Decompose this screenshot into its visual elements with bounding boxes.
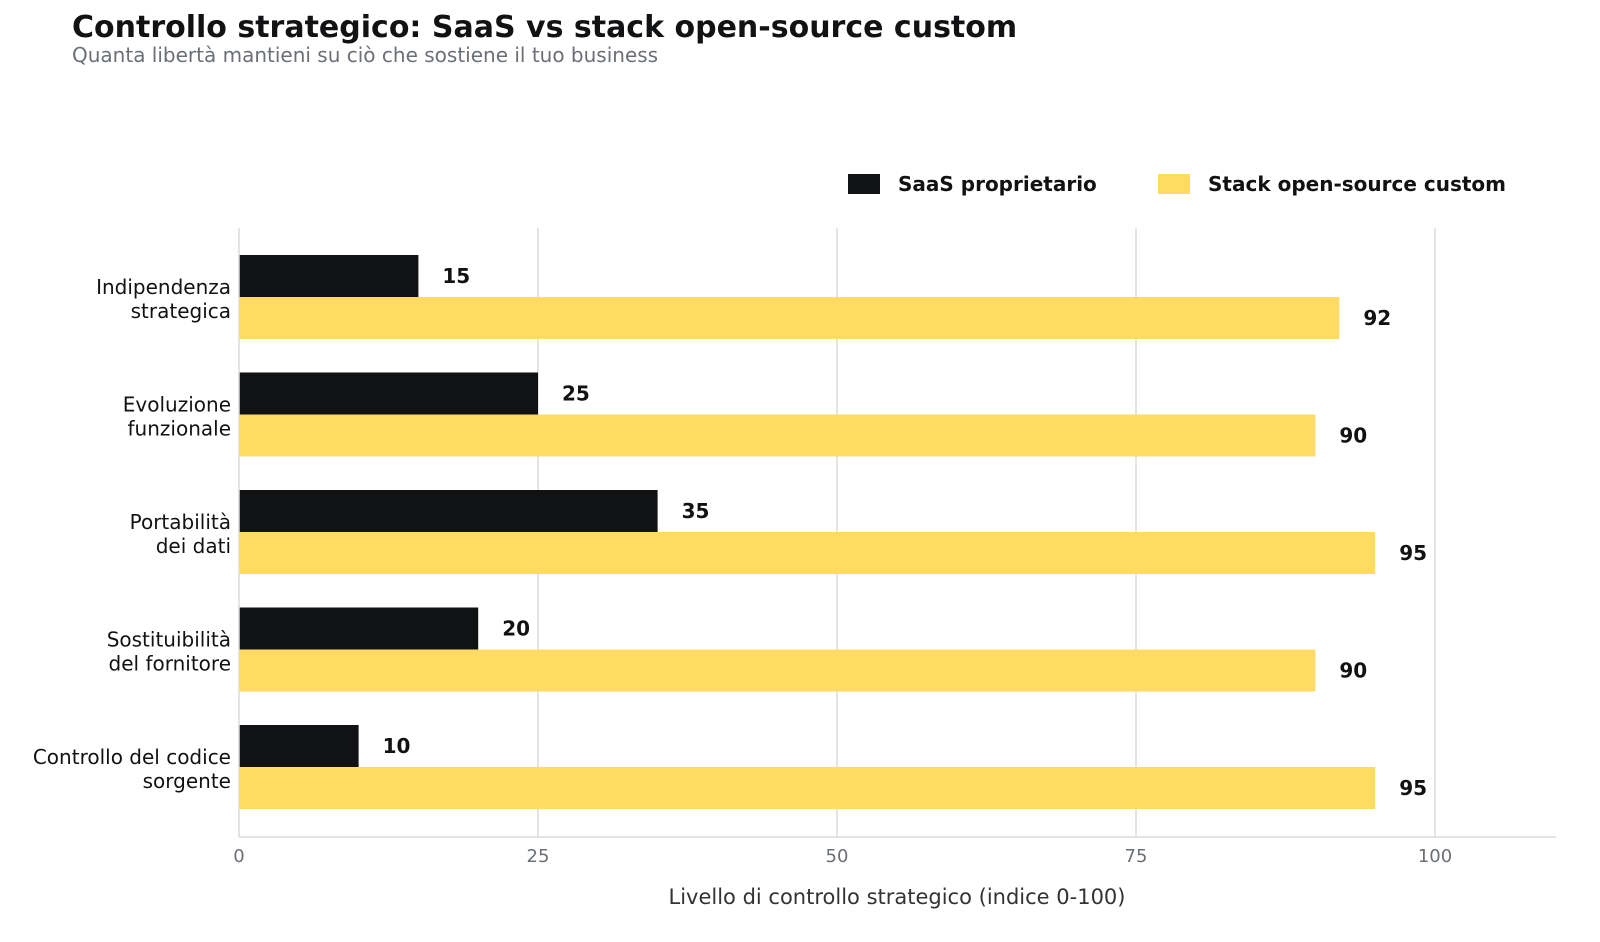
bar-opensource-3 bbox=[239, 532, 1376, 574]
data-label-saas-1: 15 bbox=[442, 264, 470, 288]
chart-subtitle: Quanta libertà mantieni su ciò che sosti… bbox=[72, 43, 659, 67]
category-label-4: Sostituibilità del fornitore bbox=[107, 628, 231, 676]
bar-opensource-1 bbox=[239, 297, 1340, 339]
x-tick-label-50: 50 bbox=[826, 846, 849, 867]
data-label-saas-5: 10 bbox=[383, 734, 411, 758]
data-label-saas-3: 35 bbox=[682, 499, 710, 523]
x-tick-label-25: 25 bbox=[527, 846, 550, 867]
category-label-5: Controllo del codice sorgente bbox=[33, 745, 231, 793]
bar-saas-2 bbox=[239, 372, 538, 415]
data-label-saas-4: 20 bbox=[502, 617, 530, 641]
x-tick-label-75: 75 bbox=[1125, 846, 1148, 867]
data-label-opensource-5: 95 bbox=[1399, 776, 1427, 800]
legend-swatch-saas bbox=[848, 174, 880, 194]
bar-opensource-2 bbox=[239, 414, 1316, 457]
bar-saas-4 bbox=[239, 607, 479, 650]
data-label-opensource-1: 92 bbox=[1363, 306, 1391, 330]
bar-opensource-4 bbox=[239, 649, 1316, 692]
category-label-1: Indipendenza strategica bbox=[96, 275, 231, 323]
category-label-3: Portabilità dei dati bbox=[130, 510, 231, 558]
x-tick-label-0: 0 bbox=[233, 846, 244, 867]
bar-opensource-5 bbox=[239, 767, 1376, 809]
bar-saas-1 bbox=[239, 255, 419, 297]
x-axis-label: Livello di controllo strategico (indice … bbox=[669, 885, 1126, 909]
legend-label-opensource: Stack open-source custom bbox=[1208, 172, 1506, 196]
legend-swatch-opensource bbox=[1158, 174, 1190, 194]
chart-title: Controllo strategico: SaaS vs stack open… bbox=[72, 10, 1018, 45]
data-label-opensource-2: 90 bbox=[1339, 424, 1367, 448]
bar-saas-5 bbox=[239, 725, 359, 767]
category-label-2: Evoluzione funzionale bbox=[123, 393, 231, 441]
bar-saas-3 bbox=[239, 490, 658, 532]
data-label-saas-2: 25 bbox=[562, 382, 590, 406]
legend-label-saas: SaaS proprietario bbox=[898, 172, 1097, 196]
x-tick-label-100: 100 bbox=[1418, 846, 1452, 867]
data-label-opensource-3: 95 bbox=[1399, 541, 1427, 565]
data-label-opensource-4: 90 bbox=[1339, 659, 1367, 683]
